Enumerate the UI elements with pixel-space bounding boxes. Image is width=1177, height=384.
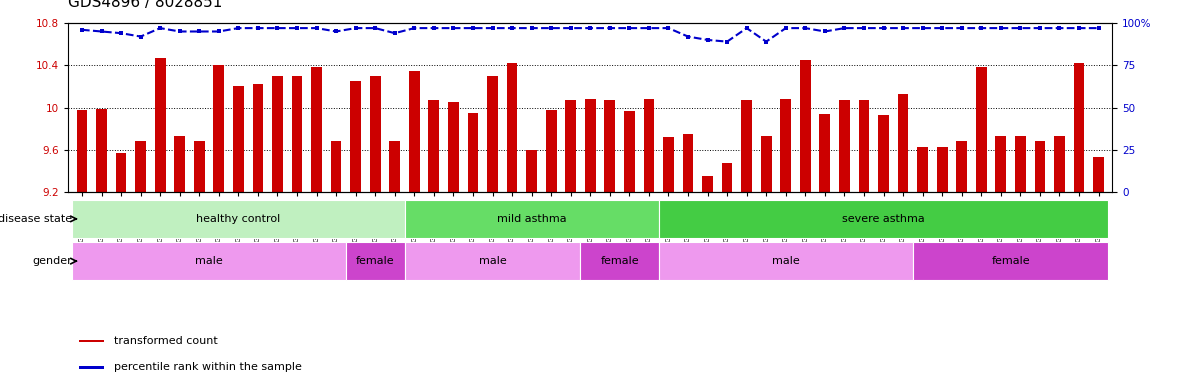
Bar [760, 136, 772, 192]
Bar [346, 242, 405, 280]
Bar [703, 176, 713, 192]
Bar [742, 100, 752, 192]
Bar [448, 102, 459, 192]
Bar [917, 147, 927, 192]
Bar [839, 100, 850, 192]
Text: female: female [600, 256, 639, 266]
Bar [174, 136, 185, 192]
Bar [937, 147, 947, 192]
Bar [546, 109, 557, 192]
Bar [605, 100, 616, 192]
Bar [292, 76, 302, 192]
Text: male: male [479, 256, 506, 266]
Bar [233, 86, 244, 192]
Bar [1073, 63, 1084, 192]
Bar [77, 109, 87, 192]
Bar [913, 242, 1109, 280]
Bar [624, 111, 634, 192]
Bar [351, 81, 361, 192]
Bar [1015, 136, 1025, 192]
Bar [659, 200, 1109, 238]
Bar [135, 141, 146, 192]
Bar [390, 141, 400, 192]
Bar [311, 67, 322, 192]
Bar [79, 340, 104, 342]
Bar [819, 114, 830, 192]
Text: severe asthma: severe asthma [843, 214, 925, 224]
Bar [663, 137, 674, 192]
Bar [644, 99, 654, 192]
Bar [213, 65, 224, 192]
Bar [580, 242, 659, 280]
Bar [72, 200, 405, 238]
Bar [253, 84, 264, 192]
Bar [683, 134, 693, 192]
Bar [1035, 141, 1045, 192]
Bar [858, 100, 870, 192]
Text: healthy control: healthy control [197, 214, 280, 224]
Bar [898, 94, 909, 192]
Bar [957, 141, 967, 192]
Bar [331, 141, 341, 192]
Bar [155, 58, 166, 192]
Bar [800, 60, 811, 192]
Bar [976, 67, 986, 192]
Bar [878, 115, 889, 192]
Bar [408, 71, 420, 192]
Bar [428, 100, 439, 192]
Bar [659, 242, 913, 280]
Bar [97, 109, 107, 192]
Bar [1055, 136, 1065, 192]
Bar [405, 200, 659, 238]
Text: male: male [195, 256, 222, 266]
Bar [722, 164, 732, 192]
Text: male: male [772, 256, 799, 266]
Text: percentile rank within the sample: percentile rank within the sample [114, 362, 302, 372]
Bar [370, 76, 380, 192]
Bar [585, 99, 596, 192]
Bar [1093, 157, 1104, 192]
Bar [115, 153, 126, 192]
Text: transformed count: transformed count [114, 336, 218, 346]
Bar [72, 242, 346, 280]
Bar [526, 150, 537, 192]
Bar [780, 99, 791, 192]
Bar [467, 113, 478, 192]
Bar [565, 100, 576, 192]
Text: gender: gender [33, 256, 72, 266]
Bar [996, 136, 1006, 192]
Text: GDS4896 / 8028851: GDS4896 / 8028851 [68, 0, 222, 10]
Bar [79, 366, 104, 369]
Bar [194, 141, 205, 192]
Text: disease state: disease state [0, 214, 72, 224]
Bar [506, 63, 518, 192]
Text: female: female [991, 256, 1030, 266]
Bar [487, 76, 498, 192]
Text: female: female [355, 256, 394, 266]
Bar [405, 242, 580, 280]
Bar [272, 76, 282, 192]
Text: mild asthma: mild asthma [497, 214, 566, 224]
